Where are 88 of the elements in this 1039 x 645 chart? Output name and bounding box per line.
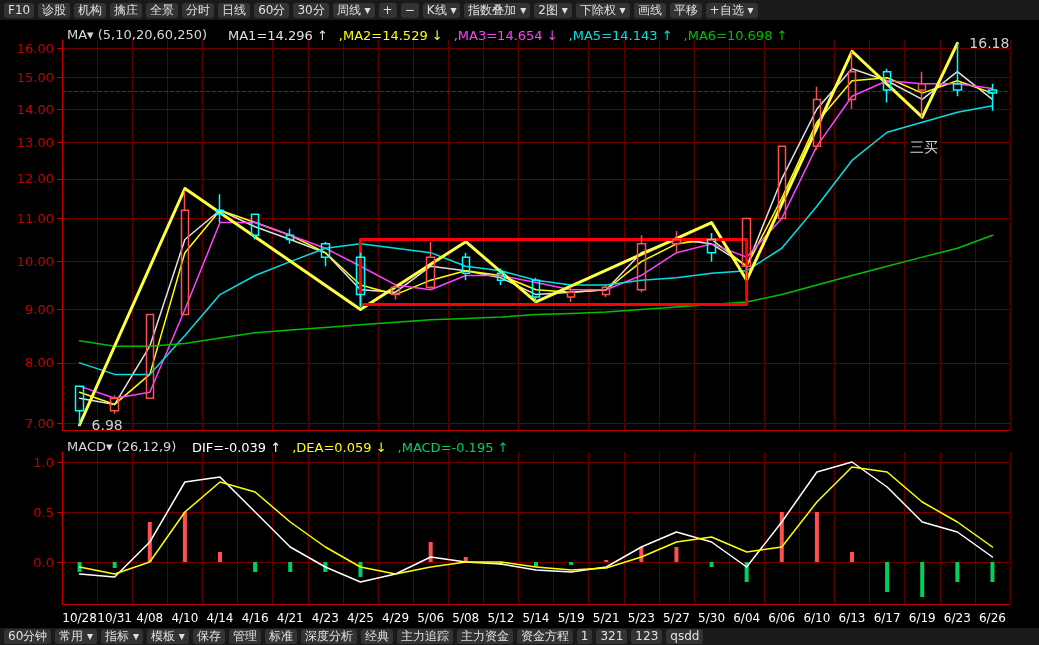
text: 1 (576, 629, 593, 644)
text: 保存 (192, 629, 225, 644)
text: ,MA2=14.529 ↓ (338, 27, 443, 43)
y-tick-label: 7.00 (25, 415, 54, 431)
text: 下除权 ▾ (575, 2, 630, 18)
x-tick-label: 4/23 (311, 611, 339, 625)
y-tick-label: 0.5 (33, 504, 54, 520)
text: 资金方程 (516, 629, 573, 644)
x-tick-label: 4/29 (382, 611, 410, 625)
y-tick-label: 12.00 (16, 171, 54, 187)
text: 周线 ▾ (332, 2, 375, 18)
text: 深度分析 (300, 629, 357, 644)
text: F10 (4, 2, 35, 18)
x-tick-label: 6/06 (768, 611, 796, 625)
x-tick-label: 5/12 (487, 611, 515, 625)
x-tick-label: 10/28 (62, 611, 97, 625)
y-tick-label: 1.0 (33, 454, 54, 470)
y-tick-label: 14.00 (16, 101, 54, 117)
x-tick-label: 6/26 (978, 611, 1006, 625)
text: + (378, 2, 397, 18)
chart-title: MACD▾ (26,12,9) (67, 439, 177, 454)
x-tick-label: 4/10 (171, 611, 199, 625)
x-tick-label: 4/14 (206, 611, 234, 625)
x-tick-label: 5/19 (557, 611, 585, 625)
chart-title: MA▾ (5,10,20,60,250) (67, 27, 208, 42)
text: 30分 (293, 2, 329, 18)
text: ,MA3=14.654 ↓ (453, 27, 558, 43)
x-tick-label: 6/19 (908, 611, 936, 625)
text: 诊股 (38, 2, 71, 18)
text: 60分钟 (4, 629, 52, 644)
text: 指数叠加 ▾ (464, 2, 531, 18)
text: 分时 (182, 2, 215, 18)
x-tick-label: 4/16 (241, 611, 269, 625)
text: ,MACD=-0.195 ↑ (397, 439, 509, 455)
text: 常用 ▾ (55, 629, 98, 644)
text: 主力资金 (456, 629, 513, 644)
x-tick-label: 5/30 (698, 611, 726, 625)
text: 模板 ▾ (146, 629, 189, 644)
text: 经典 (360, 629, 393, 644)
text: MA1=14.296 ↑ (228, 27, 328, 43)
x-tick-label: 6/13 (838, 611, 866, 625)
x-tick-label: 5/27 (662, 611, 690, 625)
y-tick-label: 10.00 (16, 254, 54, 270)
text: 60分 (254, 2, 290, 18)
text: 指标 ▾ (101, 629, 143, 644)
text: 标准 (264, 629, 297, 644)
text: 擒庄 (110, 2, 143, 18)
text: 123 (631, 629, 663, 644)
x-tick-label: 5/23 (627, 611, 655, 625)
x-tick-label: 6/10 (803, 611, 831, 625)
text: 机构 (74, 2, 107, 18)
x-tick-label: 5/21 (592, 611, 620, 625)
x-tick-label: 5/14 (522, 611, 550, 625)
x-tick-label: 10/31 (97, 611, 132, 625)
annotation: 6.98 (91, 416, 123, 433)
text: 平移 (669, 2, 702, 18)
text: K线 ▾ (422, 2, 461, 18)
y-tick-label: 0.0 (33, 554, 54, 570)
y-tick-label: 9.00 (25, 301, 54, 317)
text: 管理 (228, 629, 261, 644)
text: 321 (596, 629, 628, 644)
text: 画线 (633, 2, 666, 18)
annotation: 16.18 (969, 35, 1010, 52)
text: +自选 ▾ (705, 2, 758, 18)
text: qsdd (666, 629, 704, 644)
x-tick-label: 6/17 (873, 611, 901, 625)
y-tick-label: 8.00 (25, 355, 54, 371)
x-tick-label: 5/08 (452, 611, 480, 625)
y-tick-label: 16.00 (16, 40, 54, 56)
text: 全景 (146, 2, 179, 18)
text: ,DEA=0.059 ↓ (292, 439, 387, 455)
text: 2图 ▾ (534, 2, 572, 18)
x-tick-label: 4/08 (136, 611, 164, 625)
x-tick-label: 5/06 (417, 611, 445, 625)
text: − (400, 2, 419, 18)
text: 日线 (218, 2, 251, 18)
text: ,MA6=10.698 ↑ (683, 27, 788, 43)
x-tick-label: 4/21 (276, 611, 304, 625)
annotation: 三买 (910, 139, 939, 156)
y-tick-label: 13.00 (16, 135, 54, 151)
text: 主力追踪 (396, 629, 453, 644)
text: DIF=-0.039 ↑ (192, 439, 282, 455)
y-tick-label: 11.00 (16, 210, 54, 226)
text: ,MA5=14.143 ↑ (568, 27, 673, 43)
x-tick-label: 6/04 (733, 611, 761, 625)
x-tick-label: 4/25 (346, 611, 374, 625)
y-tick-label: 15.00 (16, 70, 54, 86)
x-tick-label: 6/23 (943, 611, 971, 625)
